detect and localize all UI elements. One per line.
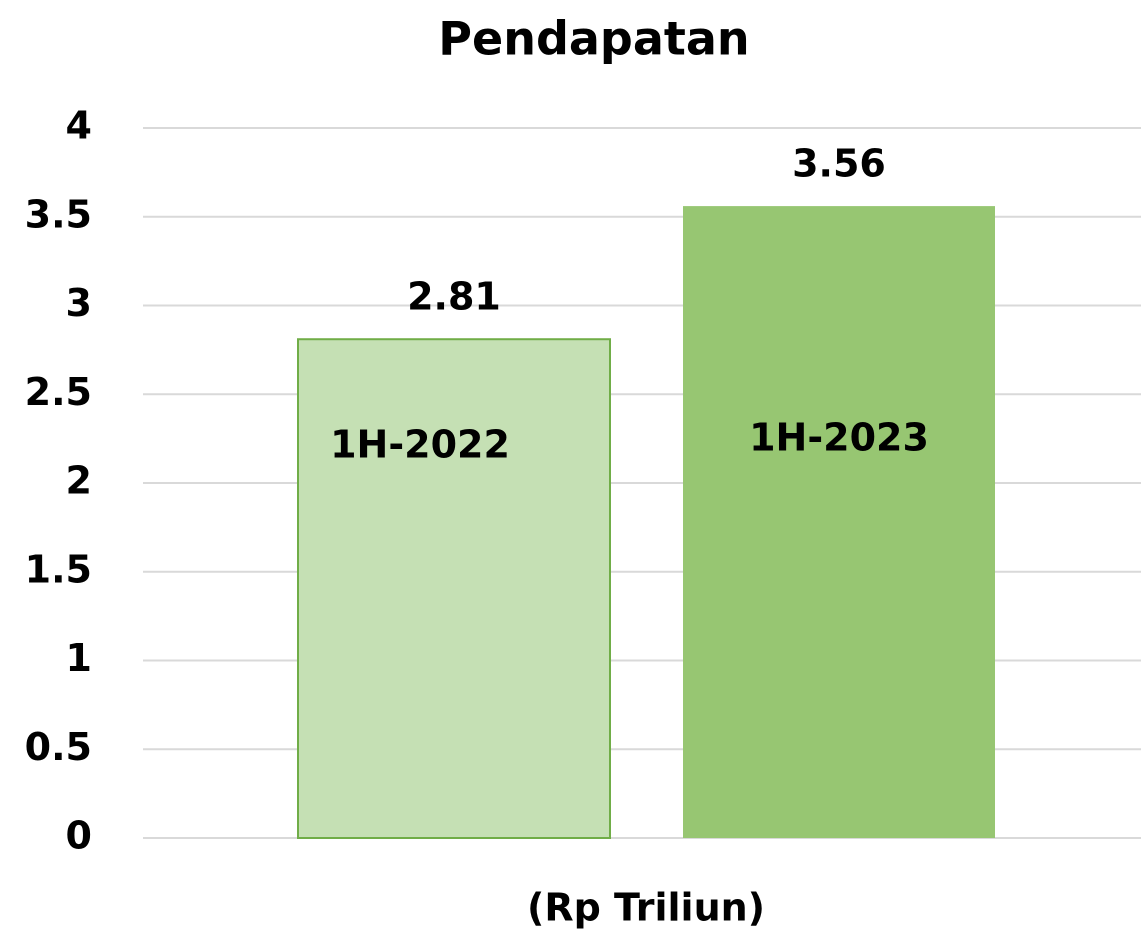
category-label: 1H-2023 xyxy=(749,416,929,460)
y-tick-label: 1 xyxy=(66,636,92,680)
y-tick-label: 2 xyxy=(66,459,92,503)
data-label: 3.56 xyxy=(792,142,886,186)
y-tick-label: 4 xyxy=(66,104,92,148)
chart-title: Pendapatan xyxy=(438,12,749,66)
x-axis-label: (Rp Triliun) xyxy=(527,886,765,930)
y-tick-label: 3 xyxy=(66,281,92,325)
y-tick-label: 0 xyxy=(66,814,92,858)
bar xyxy=(297,338,611,839)
y-tick-label: 0.5 xyxy=(25,725,92,769)
y-tick-label: 2.5 xyxy=(25,370,92,414)
category-label: 1H-2022 xyxy=(330,423,510,467)
y-tick-label: 3.5 xyxy=(25,192,92,236)
y-tick-label: 1.5 xyxy=(25,547,92,591)
bar xyxy=(683,206,995,839)
data-label: 2.81 xyxy=(407,275,501,319)
